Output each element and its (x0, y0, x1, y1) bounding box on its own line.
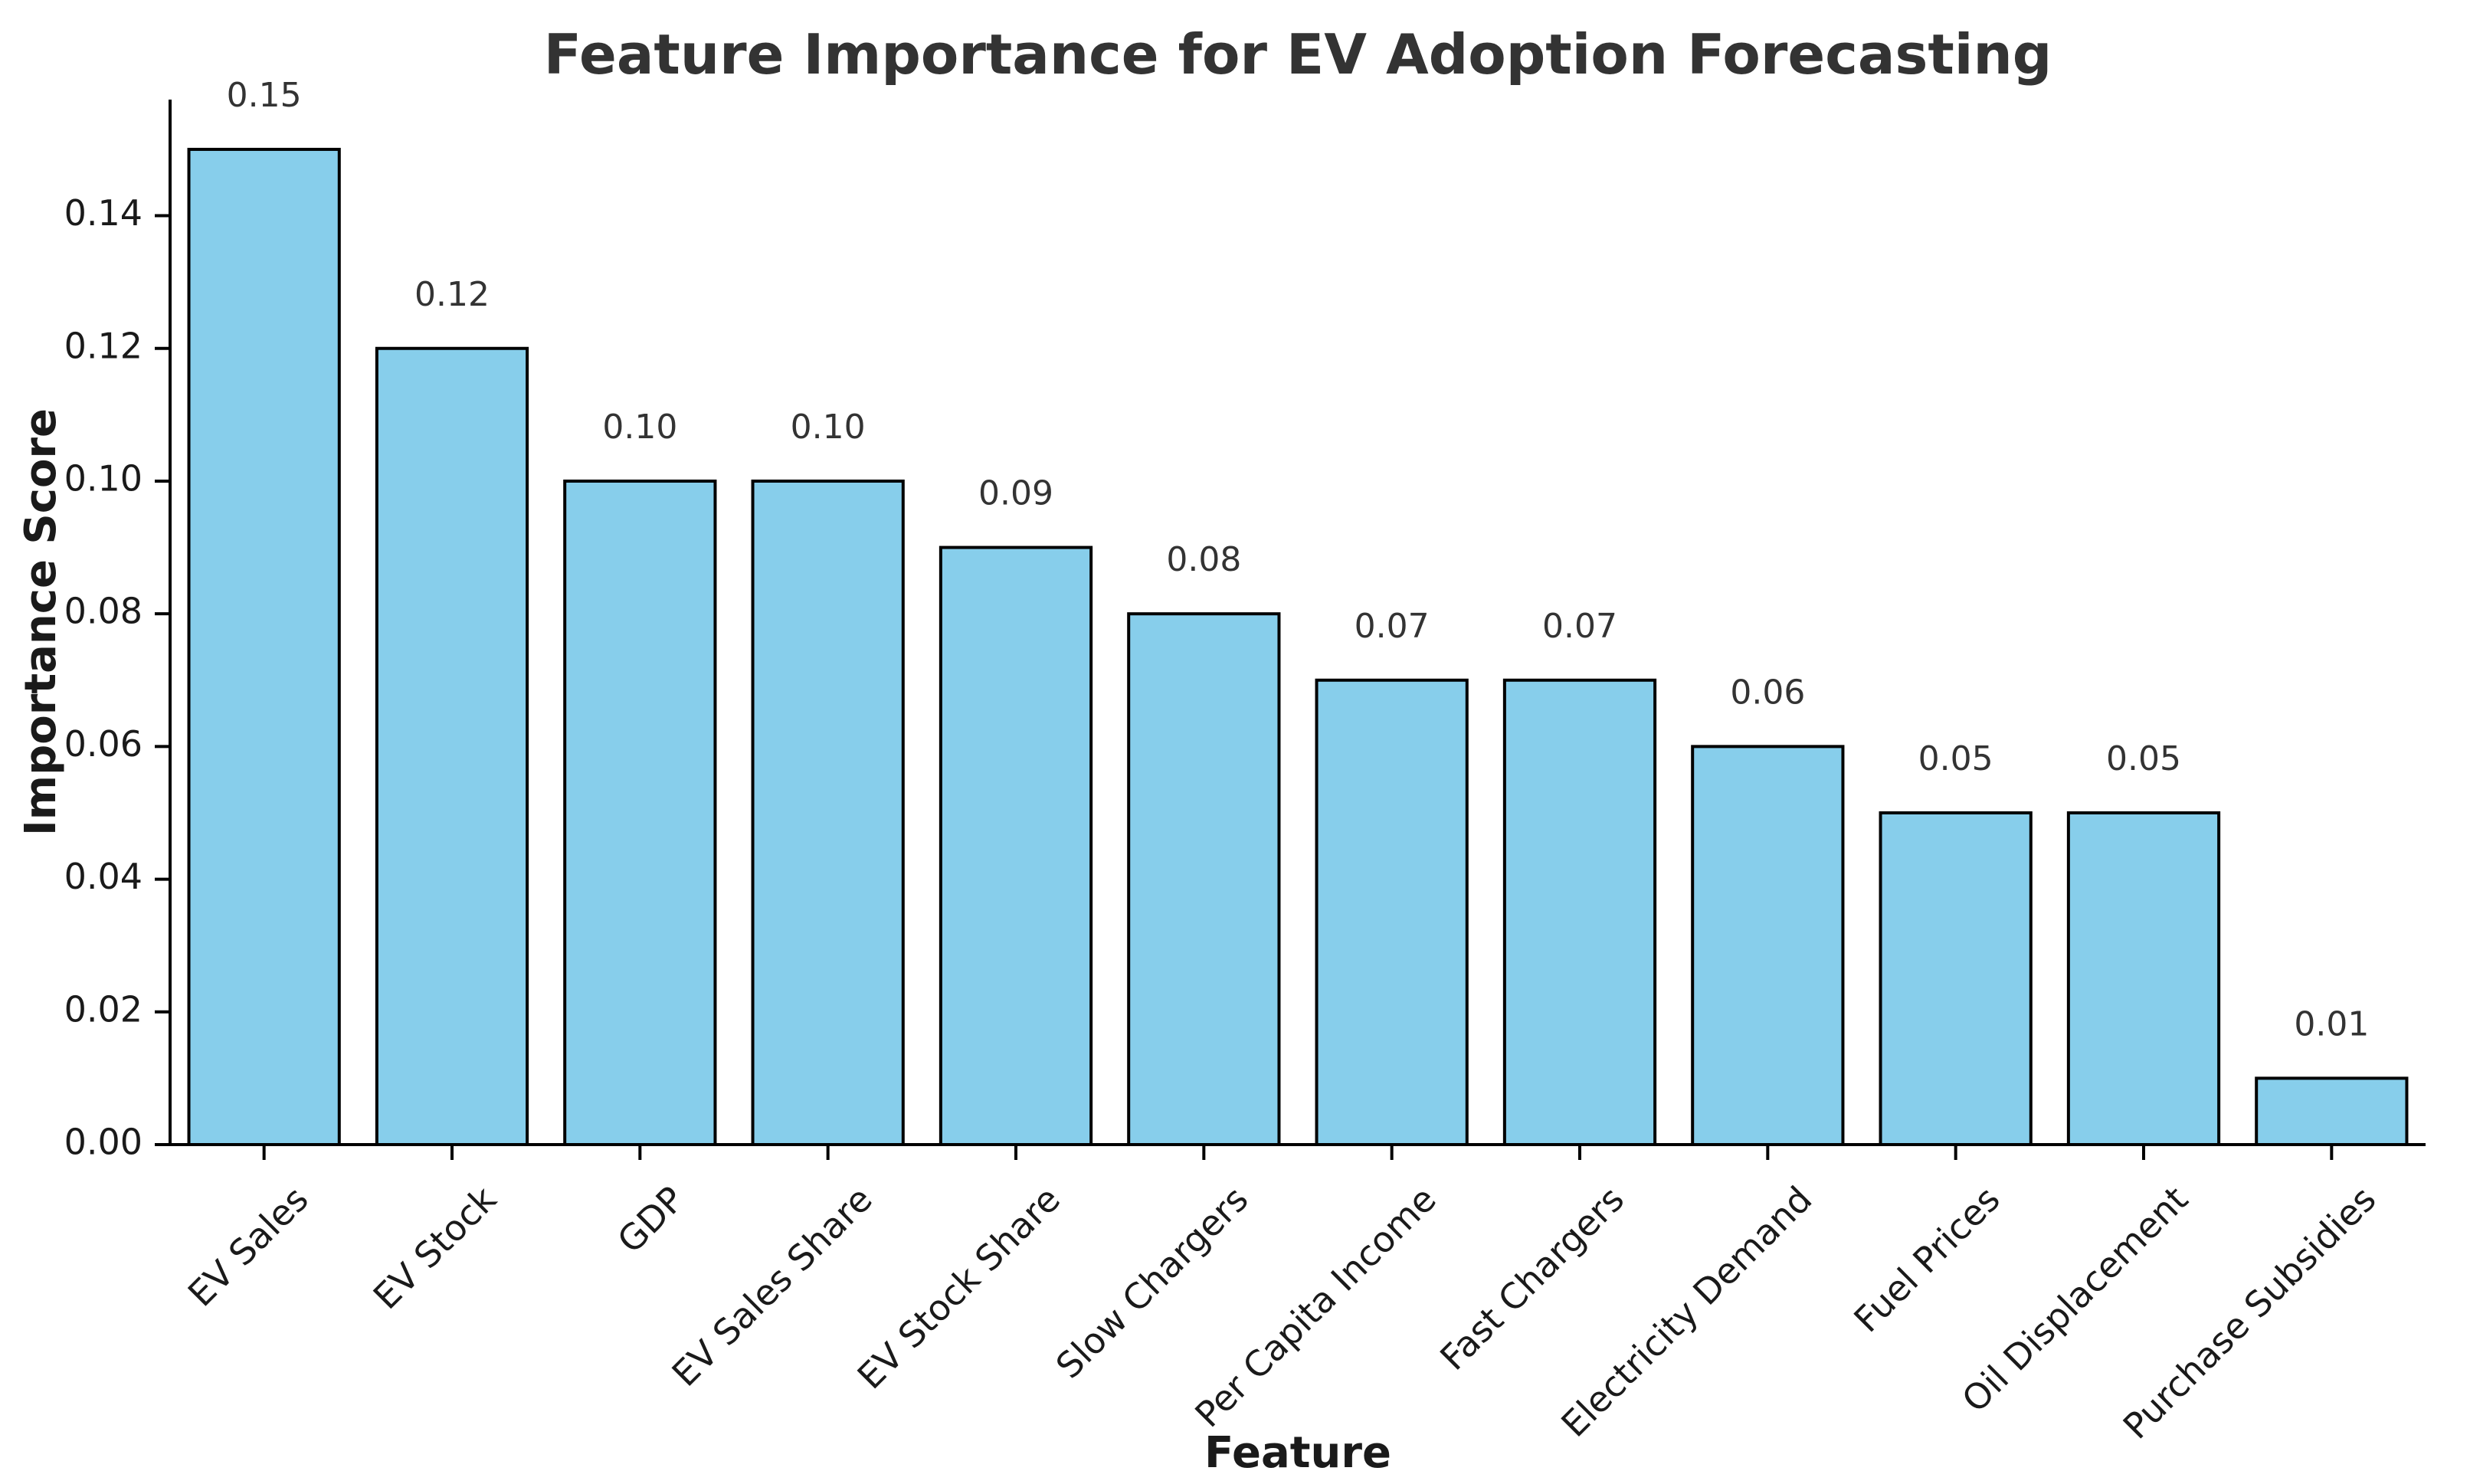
x-tick-label-gdp: GDP (609, 1178, 692, 1261)
bar-fuel-prices (1879, 811, 2033, 1146)
data-label-fuel-prices: 0.05 (1918, 739, 1993, 778)
y-tick-label: 0.02 (64, 988, 142, 1030)
bar-oil-displacement (2066, 811, 2221, 1146)
data-label-ev-sales: 0.15 (227, 76, 302, 115)
x-tick-label-ev-stock: EV Stock (365, 1178, 505, 1318)
bar-purchase-subsidies (2255, 1076, 2409, 1147)
x-tick-label-slow-chargers: Slow Chargers (1048, 1178, 1256, 1387)
x-tick-label-ev-sales: EV Sales (180, 1178, 316, 1315)
bar-ev-sales (187, 147, 341, 1146)
x-tick-label-ev-stock-share: EV Stock Share (850, 1178, 1069, 1397)
bar-ev-stock-share (939, 545, 1093, 1146)
bar-gdp (563, 479, 717, 1146)
data-label-ev-stock-share: 0.09 (978, 474, 1053, 513)
data-label-fast-chargers: 0.07 (1542, 607, 1617, 646)
y-tick-label: 0.00 (64, 1122, 142, 1163)
y-tick-label: 0.04 (64, 856, 142, 897)
y-tick-label: 0.10 (64, 457, 142, 499)
data-label-slow-chargers: 0.08 (1166, 540, 1241, 579)
y-tick-label: 0.06 (64, 723, 142, 765)
data-labels-group: 0.15 0.12 0.10 0.10 0.09 0.08 0.07 0.07 0.06 0.05… (227, 76, 2370, 1043)
data-label-ev-stock: 0.12 (414, 275, 490, 314)
x-tick-label-ev-sales-share: EV Sales Share (664, 1178, 880, 1394)
data-label-ev-sales-share: 0.10 (791, 408, 866, 447)
y-tick-label: 0.08 (64, 591, 142, 632)
y-axis-label: Importance Score (16, 408, 66, 836)
bars-group (187, 147, 2409, 1147)
data-label-purchase-subsidies: 0.01 (2294, 1004, 2369, 1043)
data-label-per-capita-income: 0.07 (1355, 607, 1430, 646)
data-label-electricity-demand: 0.06 (1730, 673, 1805, 712)
x-axis-label: Feature (1204, 1428, 1391, 1478)
x-tick-label-fuel-prices: Fuel Prices (1846, 1178, 2007, 1340)
y-tick-label: 0.14 (64, 192, 142, 234)
data-label-oil-displacement: 0.05 (2106, 739, 2181, 778)
bar-electricity-demand (1691, 745, 1845, 1146)
y-tick-label: 0.12 (64, 325, 142, 366)
bar-fast-chargers (1502, 678, 1657, 1146)
y-axis-ticks: 0.00 0.02 0.04 0.06 0.08 0.10 0.12 0.14 (64, 192, 170, 1163)
data-label-gdp: 0.10 (602, 408, 677, 447)
bar-ev-sales-share (751, 479, 905, 1146)
chart-title: Feature Importance for EV Adoption Forec… (544, 22, 2052, 87)
bar-per-capita-income (1315, 678, 1469, 1146)
x-tick-label-fast-chargers: Fast Chargers (1432, 1178, 1632, 1378)
bar-ev-stock (375, 346, 529, 1146)
bar-slow-chargers (1127, 612, 1281, 1146)
